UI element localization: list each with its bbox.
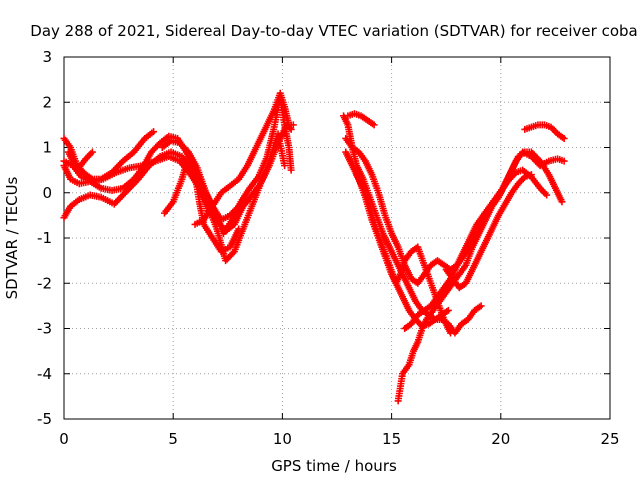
data-point bbox=[444, 306, 452, 314]
x-tick-label: 15 bbox=[382, 430, 401, 448]
data-point bbox=[287, 166, 295, 174]
y-tick-label: 3 bbox=[42, 48, 52, 66]
data-points bbox=[60, 89, 568, 405]
data-point bbox=[560, 134, 568, 142]
y-tick-label: -1 bbox=[37, 229, 52, 247]
x-axis-label: GPS time / hours bbox=[271, 457, 397, 475]
data-point bbox=[527, 171, 535, 179]
x-tick-label: 0 bbox=[59, 430, 69, 448]
series-sat14 bbox=[394, 148, 566, 405]
y-axis-label: SDTVAR / TECUs bbox=[3, 176, 21, 299]
data-point bbox=[560, 157, 568, 165]
series-sat17 bbox=[521, 121, 568, 142]
series-sat10 bbox=[344, 110, 378, 129]
y-tick-label: -3 bbox=[37, 320, 52, 338]
y-tick-label: -5 bbox=[37, 410, 52, 428]
y-tick-label: -4 bbox=[37, 365, 52, 383]
series-sat5 bbox=[64, 148, 96, 174]
y-tick-label: 0 bbox=[42, 184, 52, 202]
series-sat16 bbox=[442, 171, 535, 292]
data-point bbox=[370, 121, 378, 129]
data-point bbox=[558, 198, 566, 206]
data-point bbox=[235, 225, 243, 233]
y-tick-label: 1 bbox=[42, 139, 52, 157]
series-sat7 bbox=[160, 153, 243, 256]
data-point bbox=[281, 162, 289, 170]
series-sat15 bbox=[401, 166, 551, 332]
y-tick-label: -2 bbox=[37, 274, 52, 292]
chart-title: Day 288 of 2021, Sidereal Day-to-day VTE… bbox=[30, 22, 637, 40]
y-tick-label: 2 bbox=[42, 93, 52, 111]
x-tick-label: 10 bbox=[273, 430, 292, 448]
x-tick-label: 5 bbox=[168, 430, 178, 448]
data-point bbox=[150, 128, 158, 136]
data-point bbox=[477, 302, 485, 310]
x-tick-label: 25 bbox=[600, 430, 619, 448]
data-point bbox=[289, 121, 297, 129]
data-point bbox=[88, 148, 96, 156]
grid bbox=[64, 57, 610, 419]
axis-ticks: 0 5 10 15 20 25 -5 -4 -3 -2 -1 0 1 2 3 bbox=[37, 48, 620, 448]
series-sat8 bbox=[191, 89, 297, 228]
x-tick-label: 20 bbox=[491, 430, 510, 448]
data-point bbox=[543, 191, 551, 199]
data-point bbox=[229, 249, 237, 257]
